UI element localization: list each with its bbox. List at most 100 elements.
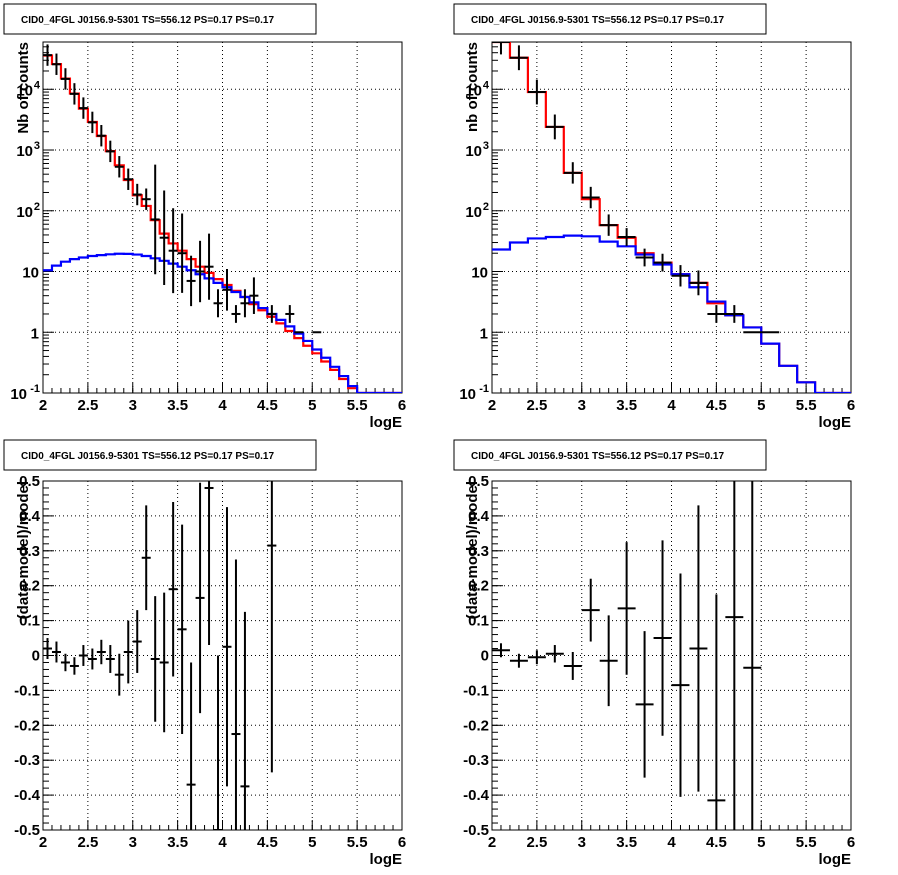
- x-tick-label: 5.5: [796, 834, 817, 851]
- y-tick-label: -0.3: [14, 752, 40, 769]
- data-point: [707, 305, 726, 323]
- x-tick-label: 3: [578, 834, 586, 851]
- data-point: [51, 641, 61, 663]
- y-tick-label: 0.5: [19, 473, 40, 490]
- data-point: [43, 638, 52, 659]
- x-tick-label: 2.5: [77, 397, 98, 414]
- x-tick-label: 3: [578, 397, 586, 414]
- data-point: [195, 240, 205, 303]
- data-point: [150, 596, 160, 722]
- y-tick-label: 10: [459, 386, 476, 403]
- series-2-step-line: [492, 234, 851, 393]
- data-point: [105, 140, 115, 163]
- data-point: [168, 501, 178, 677]
- data-point: [617, 542, 636, 675]
- x-tick-label: 2: [39, 834, 47, 851]
- data-point: [87, 111, 97, 134]
- data-point: [581, 578, 600, 642]
- y-tick-label: 10: [465, 204, 482, 221]
- y-tick-label: 0.4: [468, 508, 490, 525]
- y-axis-title: Nb of counts: [15, 42, 32, 134]
- data-point: [69, 83, 79, 105]
- data-point: [635, 248, 654, 267]
- chart-title: CID0_4FGL J0156.9-5301 TS=556.12 PS=0.17…: [21, 451, 274, 462]
- x-tick-label: 6: [398, 834, 406, 851]
- chart-panel-3: CID0_4FGL J0156.9-5301 TS=556.12 PS=0.17…: [3, 439, 406, 868]
- y-tick-label: 10: [10, 386, 27, 403]
- y-tick-exponent: 2: [34, 201, 40, 213]
- x-tick-label: 5.5: [796, 397, 817, 414]
- x-tick-label: 6: [398, 397, 406, 414]
- chart-title: CID0_4FGL J0156.9-5301 TS=556.12 PS=0.17…: [471, 451, 724, 462]
- x-tick-label: 3: [129, 397, 137, 414]
- chart-panel-1: CID0_4FGL J0156.9-5301 TS=556.12 PS=0.17…: [3, 3, 406, 431]
- x-tick-label: 3: [129, 834, 137, 851]
- y-tick-label: -0.1: [14, 682, 40, 699]
- data-point: [78, 97, 88, 119]
- y-tick-label: 0.5: [468, 473, 489, 490]
- data-point: [563, 652, 582, 680]
- y-tick-label: 10: [471, 265, 488, 282]
- data-point: [123, 168, 133, 190]
- data-point: [599, 214, 618, 236]
- plot-area: [492, 42, 851, 393]
- data-point: [689, 270, 708, 296]
- data-point: [78, 645, 88, 666]
- data-point: [240, 611, 250, 830]
- y-tick-label: 0.1: [468, 613, 489, 630]
- data-point: [285, 305, 295, 323]
- data-point: [177, 213, 187, 293]
- y-tick-label: -0.5: [463, 822, 489, 839]
- y-tick-label: 0: [32, 648, 40, 665]
- plot-frame: [42, 480, 403, 831]
- y-tick-label: 0.2: [19, 578, 40, 595]
- data-point: [141, 505, 151, 611]
- data-point: [509, 45, 528, 71]
- x-tick-label: 4.5: [706, 834, 727, 851]
- y-tick-label: 10: [16, 204, 33, 221]
- x-axis-title: logE: [370, 851, 403, 868]
- data-point: [581, 186, 600, 209]
- data-point: [617, 228, 636, 246]
- y-tick-label: 1: [480, 325, 488, 342]
- data-point: [186, 662, 196, 830]
- x-axis-title: logE: [819, 414, 852, 431]
- data-point: [96, 639, 106, 665]
- data-point: [707, 594, 726, 830]
- x-tick-label: 4: [667, 397, 676, 414]
- data-point: [492, 643, 510, 658]
- y-tick-label: -0.4: [463, 787, 490, 804]
- y-tick-label: 10: [16, 143, 33, 160]
- data-point: [123, 620, 133, 684]
- data-point: [689, 505, 708, 792]
- data-point: [204, 481, 214, 646]
- chart-title-box: [453, 439, 767, 471]
- y-tick-label: -0.5: [14, 822, 40, 839]
- x-tick-label: 4: [667, 834, 676, 851]
- data-point: [87, 648, 97, 670]
- x-tick-label: 5: [757, 834, 765, 851]
- data-point: [231, 559, 241, 830]
- data-point: [635, 631, 654, 778]
- x-tick-label: 3.5: [616, 834, 637, 851]
- x-tick-label: 4.5: [257, 397, 278, 414]
- y-tick-label: 10: [22, 265, 39, 282]
- data-point: [186, 255, 196, 307]
- data-point: [222, 268, 232, 311]
- series-2-step-line: [43, 252, 402, 393]
- x-tick-label: 5: [308, 397, 316, 414]
- x-axis-title: logE: [370, 414, 403, 431]
- y-tick-label: -0.2: [14, 717, 40, 734]
- data-point: [150, 164, 160, 275]
- y-tick-label: 10: [465, 143, 482, 160]
- data-point: [545, 114, 564, 140]
- y-tick-label: 0: [481, 648, 489, 665]
- y-tick-label: 0.3: [468, 543, 489, 560]
- data-point: [69, 657, 79, 675]
- y-tick-label: 0.4: [19, 508, 41, 525]
- data-point: [725, 305, 744, 323]
- y-tick-exponent: 4: [34, 79, 41, 91]
- x-tick-label: 3.5: [167, 834, 188, 851]
- data-point: [159, 190, 169, 285]
- y-axis-title: (data-model)/model: [464, 481, 481, 619]
